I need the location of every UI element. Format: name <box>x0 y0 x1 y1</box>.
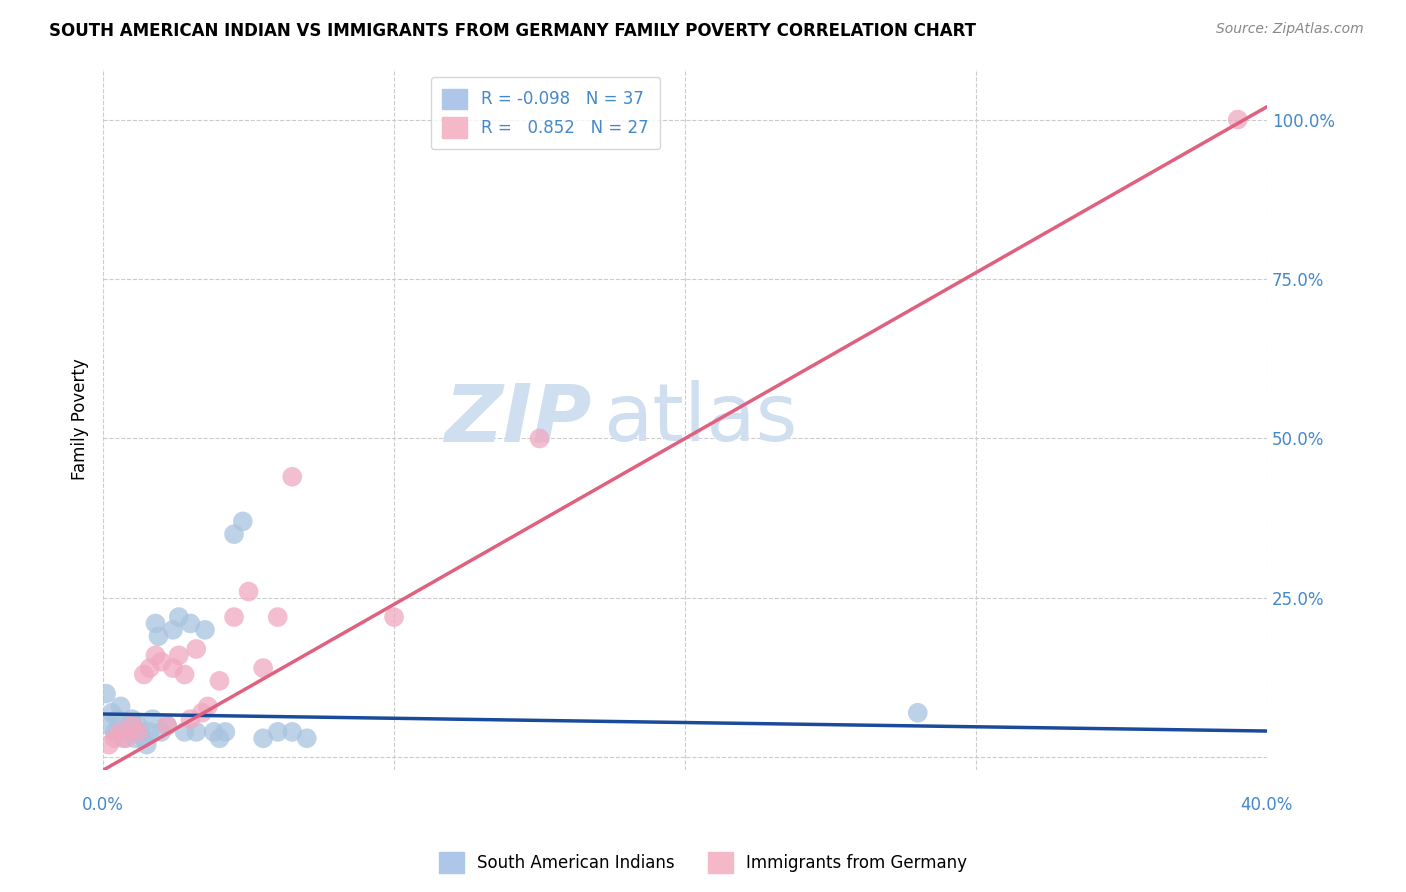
Point <box>197 699 219 714</box>
Point <box>222 527 245 541</box>
Point <box>167 648 190 663</box>
Point <box>1226 112 1249 127</box>
Y-axis label: Family Poverty: Family Poverty <box>72 359 89 480</box>
Legend: South American Indians, Immigrants from Germany: South American Indians, Immigrants from … <box>432 846 974 880</box>
Point <box>173 725 195 739</box>
Point <box>186 725 208 739</box>
Point <box>173 667 195 681</box>
Point <box>222 610 245 624</box>
Point <box>138 661 160 675</box>
Point <box>208 731 231 746</box>
Point <box>179 712 201 726</box>
Point <box>156 718 179 732</box>
Point <box>295 731 318 746</box>
Point <box>150 655 173 669</box>
Point <box>148 629 170 643</box>
Point <box>162 661 184 675</box>
Point <box>127 725 149 739</box>
Point <box>194 623 217 637</box>
Point <box>138 725 160 739</box>
Point <box>101 706 124 720</box>
Point <box>232 515 254 529</box>
Point <box>104 731 127 746</box>
Text: ZIP: ZIP <box>444 380 592 458</box>
Point <box>145 648 167 663</box>
Text: 0.0%: 0.0% <box>82 797 124 814</box>
Point <box>267 725 290 739</box>
Point <box>281 469 304 483</box>
Text: atlas: atlas <box>603 380 799 458</box>
Point <box>94 687 117 701</box>
Point <box>907 706 929 720</box>
Point <box>110 699 132 714</box>
Point <box>267 610 290 624</box>
Point <box>124 731 146 746</box>
Text: SOUTH AMERICAN INDIAN VS IMMIGRANTS FROM GERMANY FAMILY POVERTY CORRELATION CHAR: SOUTH AMERICAN INDIAN VS IMMIGRANTS FROM… <box>49 22 976 40</box>
Point <box>104 725 127 739</box>
Point <box>142 712 165 726</box>
Point <box>110 725 132 739</box>
Point <box>167 610 190 624</box>
Point <box>132 667 155 681</box>
Point <box>97 718 120 732</box>
Point <box>191 706 214 720</box>
Point <box>252 661 274 675</box>
Point <box>252 731 274 746</box>
Point <box>107 712 129 726</box>
Legend: R = -0.098   N = 37, R =   0.852   N = 27: R = -0.098 N = 37, R = 0.852 N = 27 <box>430 77 659 149</box>
Point <box>529 432 551 446</box>
Point <box>118 725 141 739</box>
Point <box>121 712 143 726</box>
Point <box>156 718 179 732</box>
Point <box>208 673 231 688</box>
Point <box>135 738 157 752</box>
Point <box>115 731 138 746</box>
Point <box>112 731 135 746</box>
Point <box>238 584 260 599</box>
Point <box>129 725 152 739</box>
Point <box>186 642 208 657</box>
Point <box>127 718 149 732</box>
Point <box>382 610 405 624</box>
Point <box>214 725 236 739</box>
Text: 40.0%: 40.0% <box>1240 797 1294 814</box>
Point <box>121 718 143 732</box>
Point <box>132 731 155 746</box>
Point <box>281 725 304 739</box>
Point <box>145 616 167 631</box>
Point <box>179 616 201 631</box>
Point <box>162 623 184 637</box>
Point <box>202 725 225 739</box>
Point <box>97 738 120 752</box>
Text: Source: ZipAtlas.com: Source: ZipAtlas.com <box>1216 22 1364 37</box>
Point <box>115 718 138 732</box>
Point <box>150 725 173 739</box>
